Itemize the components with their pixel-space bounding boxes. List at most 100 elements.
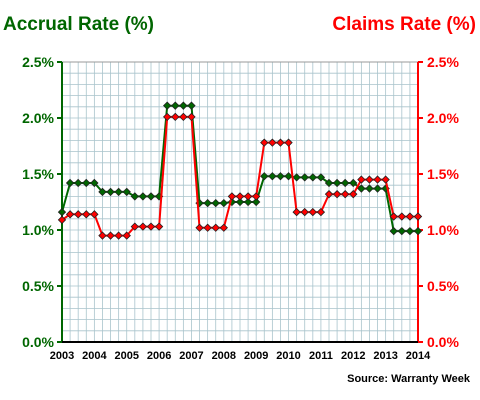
right-y-axis: 0.0% 0.5% 1.0% 1.5% 2.0% 2.5% bbox=[418, 54, 459, 350]
right-tick-label: 1.5% bbox=[427, 166, 459, 182]
data-point-left bbox=[373, 184, 382, 193]
data-point-left bbox=[211, 198, 220, 208]
data-point-right bbox=[122, 231, 131, 240]
x-axis: 2003 2004 2005 2006 2007 2008 2009 2010 2011 2012… bbox=[50, 350, 431, 362]
data-point-left bbox=[82, 178, 91, 188]
data-point-right bbox=[243, 192, 253, 201]
data-point-right bbox=[252, 192, 261, 201]
data-point-right bbox=[300, 207, 309, 217]
series-left bbox=[57, 101, 423, 236]
data-point-left bbox=[341, 178, 350, 188]
x-tick-label: 2005 bbox=[114, 350, 138, 362]
series-right bbox=[57, 112, 423, 240]
data-point-left bbox=[90, 178, 99, 188]
right-tick-label: 2.0% bbox=[427, 110, 459, 126]
data-point-right bbox=[381, 175, 390, 184]
data-point-left bbox=[243, 197, 253, 207]
x-tick-label: 2004 bbox=[82, 350, 107, 362]
data-point-right bbox=[260, 138, 269, 147]
data-point-right bbox=[98, 231, 107, 240]
data-point-left bbox=[349, 178, 358, 188]
data-point-right bbox=[65, 210, 75, 219]
data-point-left bbox=[308, 173, 317, 182]
data-point-left bbox=[114, 187, 123, 197]
data-point-right bbox=[276, 138, 285, 147]
data-point-right bbox=[179, 112, 188, 122]
data-point-left bbox=[179, 101, 188, 110]
data-point-right bbox=[187, 112, 196, 122]
data-point-left bbox=[106, 187, 115, 197]
data-point-right bbox=[163, 112, 172, 122]
data-point-left bbox=[413, 226, 423, 236]
right-tick-label: 2.5% bbox=[427, 54, 459, 70]
data-point-right bbox=[211, 223, 220, 232]
data-point-right bbox=[389, 212, 398, 221]
data-point-left bbox=[357, 184, 366, 193]
left-tick-label: 0.0% bbox=[22, 334, 54, 350]
data-point-right bbox=[308, 207, 317, 217]
data-point-right bbox=[114, 231, 123, 240]
data-point-left bbox=[146, 192, 156, 201]
x-tick-label: 2013 bbox=[373, 350, 397, 362]
data-point-right bbox=[365, 175, 374, 184]
x-tick-label: 2014 bbox=[406, 350, 431, 362]
x-tick-label: 2011 bbox=[309, 350, 333, 362]
data-point-left bbox=[389, 226, 398, 236]
data-point-left bbox=[276, 172, 285, 181]
right-tick-label: 0.5% bbox=[427, 278, 459, 294]
data-point-left bbox=[235, 197, 245, 207]
data-point-right bbox=[203, 223, 212, 232]
data-point-right bbox=[292, 207, 301, 217]
data-point-left bbox=[292, 173, 301, 182]
data-point-right bbox=[90, 210, 99, 219]
data-point-right bbox=[82, 210, 91, 219]
data-point-left bbox=[219, 198, 228, 208]
x-tick-label: 2008 bbox=[212, 350, 236, 362]
data-point-right bbox=[74, 210, 83, 219]
data-point-left bbox=[365, 184, 374, 193]
right-axis-title: Claims Rate (%) bbox=[332, 14, 476, 35]
data-point-right bbox=[268, 138, 277, 147]
x-tick-label: 2012 bbox=[341, 350, 365, 362]
data-point-right bbox=[397, 212, 406, 221]
data-point-right bbox=[219, 223, 228, 232]
left-tick-label: 0.5% bbox=[22, 278, 54, 294]
data-point-left bbox=[260, 172, 269, 181]
data-point-right bbox=[227, 192, 237, 201]
axes bbox=[61, 61, 419, 343]
x-tick-label: 2006 bbox=[147, 350, 171, 362]
data-point-left bbox=[397, 226, 406, 236]
data-point-right bbox=[373, 175, 382, 184]
series-layer bbox=[57, 101, 423, 240]
left-axis-title: Accrual Rate (%) bbox=[3, 14, 154, 35]
data-point-right bbox=[405, 212, 415, 221]
data-point-left bbox=[130, 192, 139, 201]
data-point-left bbox=[268, 172, 277, 181]
data-point-left bbox=[65, 178, 75, 188]
data-point-left bbox=[57, 207, 67, 217]
x-tick-label: 2007 bbox=[179, 350, 203, 362]
data-point-left bbox=[122, 187, 131, 197]
left-tick-label: 1.5% bbox=[22, 166, 54, 182]
left-tick-label: 1.0% bbox=[22, 222, 54, 238]
data-point-left bbox=[316, 173, 326, 182]
data-point-right bbox=[171, 112, 180, 122]
left-y-axis: 0.0% 0.5% 1.0% 1.5% 2.0% 2.5% bbox=[22, 54, 62, 350]
x-tick-label: 2003 bbox=[50, 350, 74, 362]
right-tick-label: 0.0% bbox=[427, 334, 459, 350]
data-point-right bbox=[324, 189, 334, 199]
data-point-right bbox=[332, 189, 342, 199]
left-tick-label: 2.0% bbox=[22, 110, 54, 126]
data-point-right bbox=[316, 207, 326, 217]
data-point-right bbox=[284, 138, 293, 147]
data-point-right bbox=[154, 222, 164, 231]
data-point-left bbox=[187, 101, 196, 110]
data-point-left bbox=[332, 178, 342, 188]
data-point-right bbox=[357, 175, 366, 184]
data-point-right bbox=[146, 222, 156, 231]
data-point-right bbox=[138, 222, 148, 231]
x-tick-label: 2009 bbox=[244, 350, 268, 362]
data-point-left bbox=[171, 101, 180, 110]
source-label: Source: Warranty Week bbox=[347, 373, 471, 385]
